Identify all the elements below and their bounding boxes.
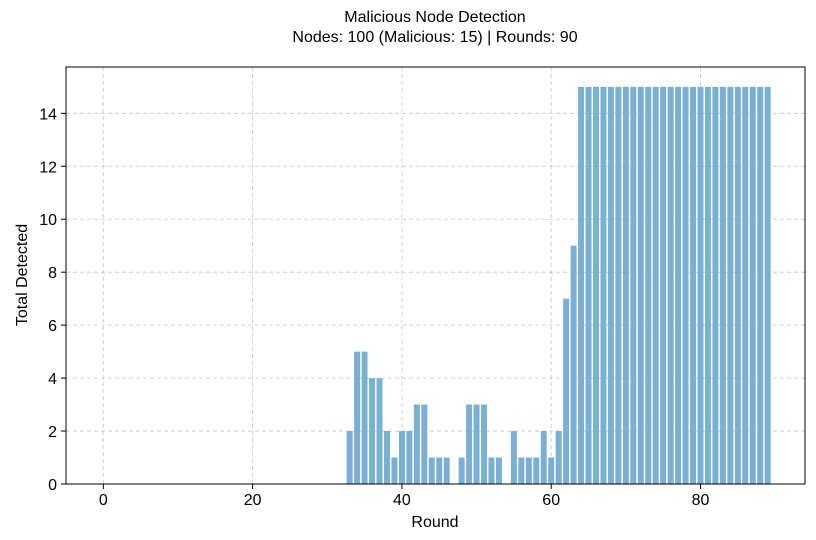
- bar: [704, 86, 711, 484]
- plot-frame: [65, 66, 806, 485]
- bar: [615, 86, 622, 484]
- bar: [734, 86, 741, 484]
- bar: [727, 86, 734, 484]
- bar: [578, 86, 585, 484]
- bar: [376, 378, 383, 484]
- bar: [570, 245, 577, 484]
- y-tick-label: 2: [48, 424, 57, 441]
- y-tick-label: 4: [48, 371, 57, 388]
- bar: [495, 457, 502, 484]
- bar: [555, 431, 562, 484]
- bar: [607, 86, 614, 484]
- bar: [481, 404, 488, 484]
- y-axis-ticks: 0 2 4 6 8 10 12 14: [39, 106, 66, 494]
- x-tick-label: 60: [542, 492, 560, 509]
- bar: [585, 86, 592, 484]
- bar: [406, 431, 413, 484]
- bar: [630, 86, 637, 484]
- x-axis-label: Round: [411, 514, 458, 531]
- bar: [719, 86, 726, 484]
- bar: [361, 351, 368, 484]
- bar: [749, 86, 756, 484]
- bar: [466, 404, 473, 484]
- bar: [645, 86, 652, 484]
- bar: [600, 86, 607, 484]
- bar: [690, 86, 697, 484]
- x-tick-label: 80: [692, 492, 710, 509]
- bar: [421, 404, 428, 484]
- bar: [510, 431, 517, 484]
- bar: [563, 298, 570, 484]
- bar: [525, 457, 532, 484]
- bar: [488, 457, 495, 484]
- y-tick-label: 14: [39, 106, 57, 123]
- bar: [346, 431, 353, 484]
- y-tick-label: 8: [48, 265, 57, 282]
- y-axis-label: Total Detected: [14, 224, 31, 326]
- bar: [637, 86, 644, 484]
- bar: [667, 86, 674, 484]
- x-tick-label: 20: [244, 492, 262, 509]
- bar: [533, 457, 540, 484]
- bars: [346, 86, 771, 484]
- chart-title: Malicious Node Detection: [344, 9, 525, 26]
- bar: [682, 86, 689, 484]
- bar: [697, 86, 704, 484]
- x-tick-label: 40: [393, 492, 411, 509]
- bar: [354, 351, 361, 484]
- bar: [443, 457, 450, 484]
- bar: [593, 86, 599, 484]
- bar: [548, 457, 555, 484]
- chart-subtitle: Nodes: 100 (Malicious: 15) | Rounds: 90: [292, 29, 577, 46]
- bar: [540, 431, 547, 484]
- bar: [518, 457, 525, 484]
- x-tick-label: 0: [99, 492, 108, 509]
- y-tick-label: 12: [39, 159, 57, 176]
- y-tick-label: 10: [39, 212, 57, 229]
- bar: [413, 404, 420, 484]
- bar: [436, 457, 443, 484]
- bar: [369, 378, 376, 484]
- bar: [757, 86, 764, 484]
- bar: [473, 404, 480, 484]
- y-tick-label: 0: [48, 477, 57, 494]
- bar: [742, 86, 749, 484]
- bar: [383, 431, 390, 484]
- x-axis-ticks: 0 20 40 60 80: [99, 484, 710, 509]
- bar: [712, 86, 719, 484]
- bar: [652, 86, 659, 484]
- bar: [398, 431, 405, 484]
- bar: [660, 86, 667, 484]
- bar: [622, 86, 629, 484]
- y-tick-label: 6: [48, 318, 57, 335]
- bar: [764, 86, 771, 484]
- bar: [675, 86, 682, 484]
- bar: [458, 457, 465, 484]
- bar: [391, 457, 398, 484]
- bar: [428, 457, 435, 484]
